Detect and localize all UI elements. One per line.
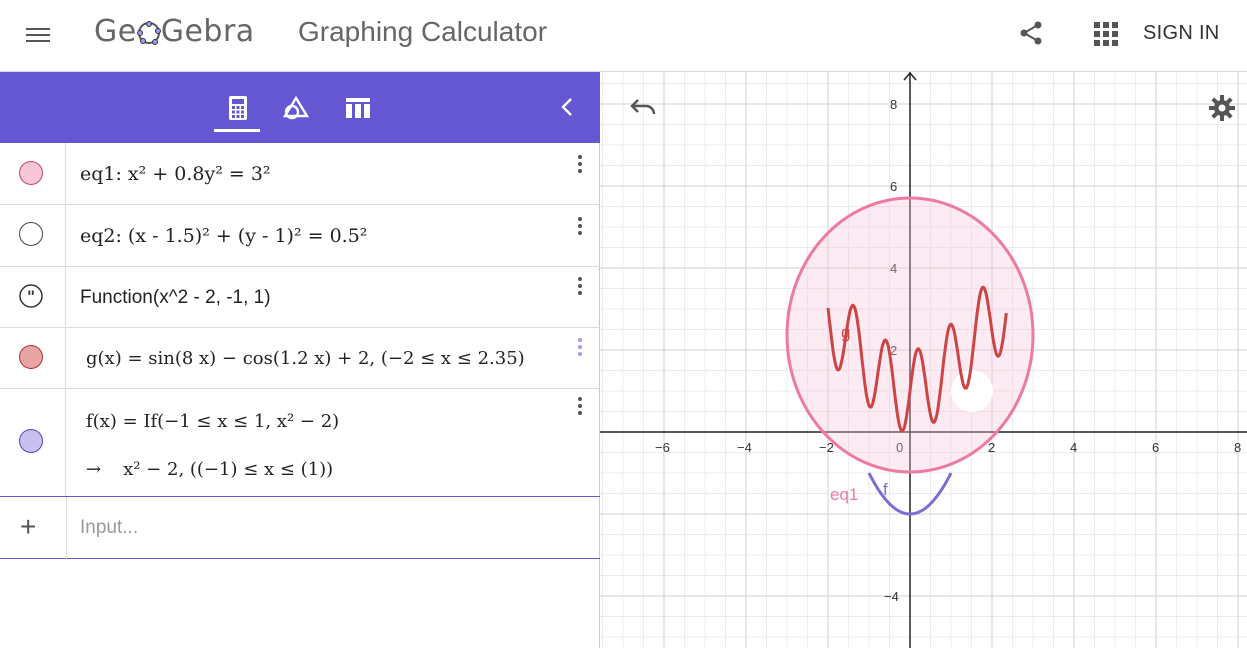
marble-cell — [0, 389, 66, 496]
row-text[interactable]: f(x) = If(−1 ≤ x ≤ 1, x² − 2) — [86, 411, 340, 432]
row-output: → x² − 2, ((−1) ≤ x ≤ (1)) — [86, 459, 333, 480]
algebra-panel: eq1: x² + 0.8y² = 3² eq2: (x - 1.5)² + (… — [0, 72, 600, 648]
g-label: g — [841, 323, 850, 342]
calculator-icon[interactable] — [224, 94, 252, 122]
output-arrow-icon: → — [86, 459, 102, 480]
row-output-text: x² − 2, ((−1) ≤ x ≤ (1)) — [123, 459, 334, 480]
row-text[interactable]: Function(x^2 - 2, -1, 1) — [80, 287, 271, 308]
f-curve — [867, 472, 953, 516]
algebra-row-eq2[interactable]: eq2: (x - 1.5)² + (y - 1)² = 0.5² — [0, 205, 600, 267]
visibility-toggle-icon[interactable] — [19, 222, 43, 246]
chevron-left-icon[interactable] — [560, 96, 574, 124]
visibility-toggle-icon[interactable] — [19, 161, 43, 185]
plus-icon[interactable]: + — [20, 511, 37, 542]
algebra-row-eq1[interactable]: eq1: x² + 0.8y² = 3² — [0, 143, 600, 205]
undo-icon[interactable] — [630, 96, 658, 118]
sign-in-button[interactable]: SIGN IN — [1143, 22, 1220, 44]
y-tick-label: 8 — [890, 97, 897, 112]
eq1-ellipse — [785, 196, 1035, 474]
menu-icon[interactable] — [26, 24, 54, 46]
more-options-icon[interactable] — [578, 397, 582, 418]
more-options-icon[interactable] — [578, 155, 582, 176]
x-tick-label: 2 — [988, 440, 995, 455]
x-tick-label: −6 — [655, 440, 670, 455]
settings-gear-icon[interactable] — [1208, 94, 1236, 122]
logo-ellipse-icon — [136, 21, 161, 45]
minor-grid — [600, 72, 1247, 648]
input-field[interactable]: Input... — [80, 517, 139, 538]
visibility-toggle-icon[interactable] — [19, 429, 43, 453]
row-text[interactable]: eq1: x² + 0.8y² = 3² — [80, 163, 271, 185]
y-axis-arrow — [903, 72, 917, 81]
table-icon[interactable] — [344, 94, 372, 122]
svg-text:": " — [27, 287, 35, 306]
top-bar: Ge Gebra Graphing Calculator SIGN IN — [0, 0, 1247, 72]
y-tick-label: 4 — [890, 261, 897, 276]
share-icon[interactable] — [1018, 20, 1044, 46]
x-tick-labels: −6 −4 −2 0 2 4 6 8 — [655, 440, 1241, 455]
algebra-toolbar — [0, 72, 600, 143]
marble-cell — [0, 205, 66, 266]
x-tick-label: 8 — [1234, 440, 1241, 455]
input-row[interactable]: + Input... — [0, 496, 600, 559]
x-tick-label: 0 — [896, 440, 903, 455]
logo-text-left: Ge — [94, 14, 137, 49]
marble-cell — [0, 328, 66, 388]
visibility-toggle-icon[interactable] — [19, 345, 43, 369]
eq1-label: eq1 — [830, 485, 858, 504]
x-tick-label: 6 — [1152, 440, 1159, 455]
algebra-row-text[interactable]: " Function(x^2 - 2, -1, 1) — [0, 267, 600, 328]
axes — [600, 72, 1247, 648]
algebra-row-f[interactable]: f(x) = If(−1 ≤ x ≤ 1, x² − 2) → x² − 2, (… — [0, 389, 600, 496]
graph-canvas[interactable]: −6 −4 −2 0 2 4 6 8 8 6 4 2 −4 g f eq1 — [600, 72, 1247, 648]
more-options-icon[interactable] — [578, 338, 582, 359]
y-tick-label: 6 — [890, 179, 897, 194]
algebra-row-g[interactable]: g(x) = sin(8 x) − cos(1.2 x) + 2, (−2 ≤ … — [0, 328, 600, 389]
divider — [66, 497, 67, 559]
logo-text-right: Gebra — [160, 14, 255, 49]
active-tab-indicator — [214, 129, 260, 132]
row-text[interactable]: g(x) = sin(8 x) − cos(1.2 x) + 2, (−2 ≤ … — [86, 348, 525, 369]
more-options-icon[interactable] — [578, 217, 582, 238]
eq2-circle — [951, 370, 993, 412]
apps-grid-icon[interactable] — [1094, 22, 1118, 46]
marble-cell: " — [0, 267, 66, 327]
row-text[interactable]: eq2: (x - 1.5)² + (y - 1)² = 0.5² — [80, 225, 368, 247]
x-tick-label: −2 — [819, 440, 834, 455]
x-tick-label: 4 — [1070, 440, 1077, 455]
more-options-icon[interactable] — [578, 277, 582, 298]
quote-icon[interactable]: " — [19, 284, 43, 308]
graphics-view[interactable]: −6 −4 −2 0 2 4 6 8 8 6 4 2 −4 g f eq1 — [600, 72, 1247, 648]
marble-cell — [0, 143, 66, 204]
y-tick-label: −4 — [884, 589, 899, 604]
app-title: Graphing Calculator — [298, 16, 548, 47]
f-label: f — [883, 480, 888, 499]
x-tick-label: −4 — [737, 440, 752, 455]
y-tick-labels: 8 6 4 2 −4 — [884, 97, 899, 604]
y-tick-label: 2 — [890, 343, 897, 358]
g-curve — [826, 285, 1008, 433]
geogebra-logo[interactable]: Ge Gebra — [94, 14, 255, 49]
geometry-tools-icon[interactable] — [282, 94, 310, 122]
